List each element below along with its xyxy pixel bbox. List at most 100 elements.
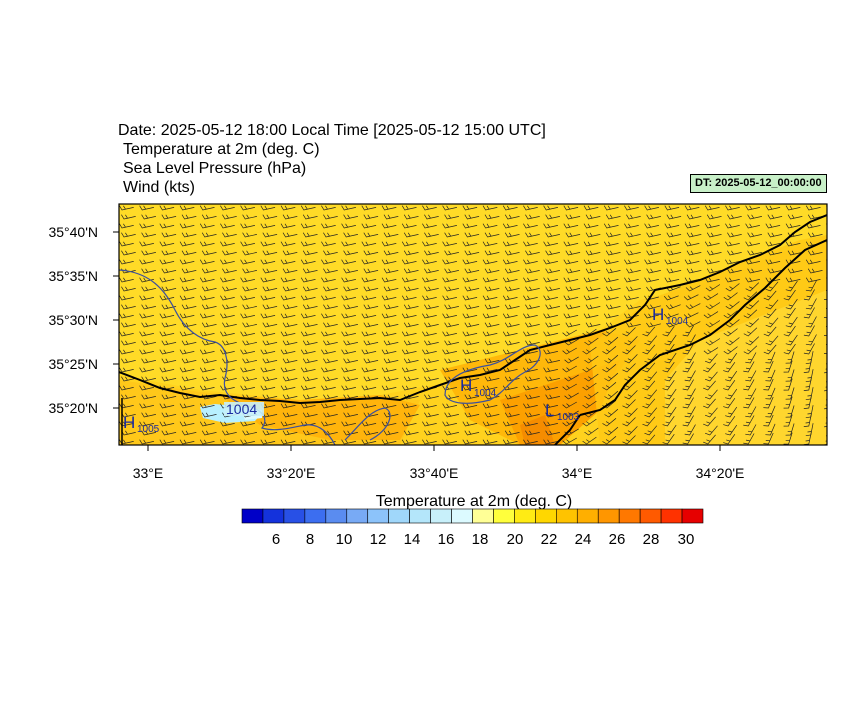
- wind-barb: [725, 406, 738, 418]
- wind-barb: [622, 381, 636, 391]
- wind-barb: [403, 286, 419, 292]
- wind-barb: [725, 301, 740, 310]
- wind-barb: [161, 358, 177, 364]
- wind-barb: [543, 403, 558, 409]
- wind-barb: [220, 313, 235, 319]
- wind-barb: [199, 295, 215, 301]
- wind-barb: [803, 396, 812, 409]
- wind-barb: [222, 340, 237, 346]
- wind-barb: [422, 439, 437, 445]
- wind-barb: [179, 349, 195, 355]
- wind-barb: [220, 421, 235, 427]
- hot-spot: [520, 415, 555, 445]
- wind-barb: [683, 312, 699, 319]
- wind-barb: [139, 223, 154, 229]
- wind-barb: [605, 250, 621, 256]
- wind-barb: [159, 421, 175, 427]
- wind-barb: [824, 404, 827, 410]
- wind-barb: [545, 304, 560, 310]
- wind-barb: [682, 343, 694, 355]
- wind-barb: [341, 223, 356, 229]
- wind-barb: [826, 241, 827, 244]
- wind-barb: [543, 205, 558, 211]
- wind-barb: [141, 394, 156, 400]
- wind-barb: [181, 412, 197, 418]
- wind-barb: [484, 250, 500, 256]
- wind-barb: [785, 334, 798, 346]
- lon-label-3: 33°40'E: [410, 465, 459, 481]
- wind-barb: [603, 205, 619, 211]
- wind-barb: [119, 331, 134, 337]
- wind-barb: [139, 367, 154, 373]
- wind-barb: [642, 326, 656, 337]
- wind-barb: [361, 205, 377, 211]
- wind-barb: [602, 382, 617, 391]
- wind-barb: [242, 286, 257, 292]
- wind-barb: [179, 439, 195, 445]
- wind-barb: [523, 421, 538, 427]
- wind-barb: [442, 439, 457, 445]
- wind-barb: [525, 412, 540, 418]
- wind-barb: [685, 285, 701, 292]
- wind-barb: [666, 250, 682, 256]
- wind-barb: [644, 277, 659, 283]
- wind-barb: [282, 286, 298, 292]
- wind-barb: [181, 358, 197, 364]
- wind-barb: [725, 277, 740, 283]
- wind-barb: [424, 430, 439, 436]
- wind-barb: [282, 304, 298, 310]
- wind-barb: [302, 322, 318, 328]
- wind-barb: [383, 376, 399, 382]
- wind-barb: [725, 388, 738, 400]
- wind-barb: [747, 214, 762, 220]
- wind-barb: [563, 259, 579, 265]
- wind-barb: [646, 322, 661, 328]
- wind-barb: [563, 277, 579, 283]
- wind-barb: [523, 223, 538, 229]
- wind-barb: [424, 340, 439, 346]
- wind-barb: [502, 277, 518, 283]
- colorbar-tick-30: 30: [678, 531, 695, 548]
- wind-barb: [361, 241, 377, 247]
- wind-barb: [504, 268, 520, 274]
- wind-barb: [604, 426, 619, 436]
- wind-barb: [240, 205, 255, 211]
- wind-barb: [201, 250, 217, 256]
- wind-barb: [220, 259, 235, 265]
- wind-barb: [361, 331, 377, 337]
- wind-barb: [805, 280, 817, 292]
- wind-barb: [826, 277, 827, 280]
- wind-barb: [725, 424, 738, 436]
- wind-barb: [181, 430, 197, 436]
- wind-barb: [401, 421, 417, 427]
- wind-barb: [401, 223, 417, 229]
- wind-barb: [381, 277, 397, 283]
- wind-barb: [341, 403, 356, 409]
- wind-barb: [725, 352, 738, 364]
- wind-barb: [504, 304, 520, 310]
- wind-barb: [745, 205, 760, 211]
- wind-barb: [767, 268, 783, 274]
- wind-barb: [161, 340, 177, 346]
- wind-barb: [664, 370, 677, 382]
- north-coast: [119, 214, 827, 405]
- wind-barb: [502, 241, 518, 247]
- wind-barb: [745, 282, 760, 292]
- wind-barb: [422, 295, 437, 301]
- wind-barb: [563, 205, 579, 211]
- wind-barb: [422, 403, 437, 409]
- wind-barb: [462, 349, 478, 355]
- wind-barb: [705, 338, 721, 346]
- wind-barb: [199, 241, 215, 247]
- wind-barb: [545, 286, 560, 292]
- wind-barb: [199, 259, 215, 265]
- wind-barb: [563, 223, 579, 229]
- wind-barb: [262, 358, 278, 364]
- wind-barb: [240, 223, 255, 229]
- wind-barb: [803, 360, 812, 373]
- wind-barb: [444, 358, 459, 364]
- colorbar-cell: [639, 508, 662, 524]
- wind-barb: [401, 439, 417, 445]
- wind-barb: [624, 426, 638, 436]
- wind-barb: [644, 259, 659, 265]
